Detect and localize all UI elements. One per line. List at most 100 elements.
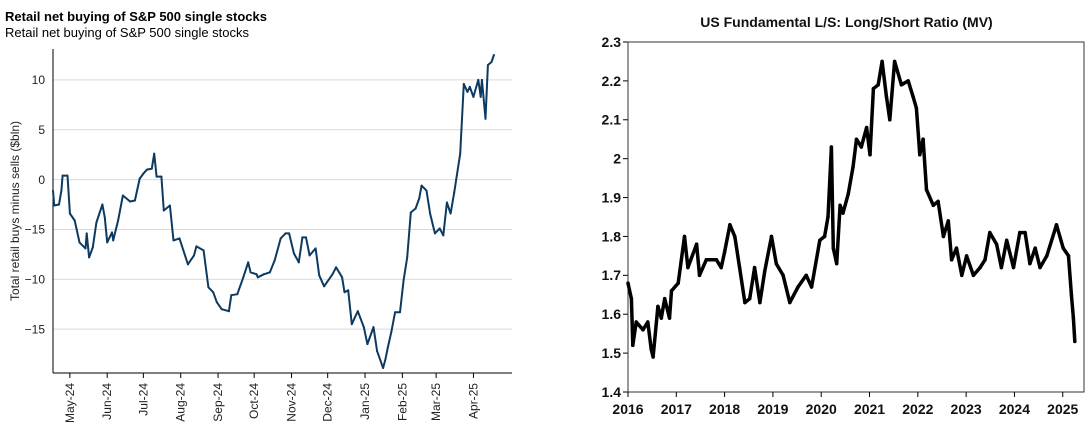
data-point [356, 310, 359, 313]
data-point [486, 63, 489, 66]
data-point [864, 125, 869, 130]
data-point [268, 271, 271, 274]
data-point [297, 261, 300, 264]
x-tick-label: 2020 [806, 401, 837, 417]
y-tick-label: 1.7 [602, 267, 622, 283]
data-point [697, 273, 702, 278]
data-point [971, 273, 976, 278]
data-point [52, 189, 54, 192]
x-tick-label: 2022 [902, 401, 933, 417]
x-tick-label: Jun-24 [100, 383, 114, 420]
x-tick-label: Apr-25 [466, 383, 480, 419]
data-point [1033, 246, 1037, 250]
data-point [284, 232, 287, 235]
data-point [95, 221, 98, 224]
data-point [207, 286, 210, 289]
data-point [212, 291, 215, 294]
data-point [314, 247, 317, 250]
data-point [631, 343, 635, 348]
data-point [694, 242, 699, 246]
data-point [301, 236, 304, 239]
x-tick-label: Jan-25 [358, 383, 372, 420]
data-point [386, 346, 389, 349]
data-point [1061, 246, 1065, 250]
data-point [382, 367, 385, 370]
data-point [1066, 254, 1071, 258]
data-point [769, 234, 774, 239]
data-point [492, 53, 495, 56]
data-point [480, 78, 483, 81]
data-point [68, 212, 71, 215]
data-point [1071, 316, 1076, 320]
data-point [462, 82, 465, 85]
data-point [859, 145, 864, 149]
data-point [60, 189, 63, 192]
data-point [341, 276, 344, 279]
data-point [838, 203, 842, 208]
data-point [466, 90, 469, 93]
data-point [88, 256, 91, 259]
data-point [484, 117, 487, 120]
y-tick-label: −15 [25, 223, 46, 237]
data-point [941, 234, 946, 239]
x-tick-label: Jul-24 [136, 383, 150, 416]
data-point [384, 358, 387, 361]
data-point [394, 311, 397, 314]
data-point [988, 230, 992, 235]
data-point [195, 245, 198, 248]
data-point [949, 258, 954, 262]
data-point [331, 273, 334, 276]
data-point [662, 296, 667, 301]
data-point [714, 258, 719, 262]
data-point [851, 164, 855, 169]
data-point [728, 223, 732, 227]
data-point [924, 188, 929, 192]
data-point [255, 273, 258, 276]
data-point [73, 219, 76, 222]
y-tick-label: 2.3 [602, 34, 622, 50]
data-point [669, 289, 674, 293]
data-point [626, 281, 630, 285]
data-point [178, 237, 181, 240]
data-point [106, 241, 109, 244]
data-point [1069, 293, 1074, 297]
data-point [931, 203, 936, 208]
data-point [762, 269, 767, 274]
data-point [752, 265, 757, 270]
data-point [946, 219, 951, 223]
data-point [433, 232, 436, 235]
data-point [884, 94, 889, 99]
data-point [1045, 254, 1049, 258]
data-point [406, 256, 409, 259]
y-tick-label: 0 [38, 173, 45, 187]
data-point [192, 254, 195, 257]
data-point [101, 203, 104, 206]
data-point [347, 289, 350, 292]
data-point [138, 177, 141, 180]
data-point [781, 273, 785, 278]
data-point [142, 172, 145, 175]
data-point [788, 300, 792, 305]
data-point [155, 175, 158, 178]
left-chart-subtitle: Retail net buying of S&P 500 single stoc… [5, 25, 250, 40]
data-point [804, 273, 808, 278]
data-point [983, 258, 987, 262]
series-line [52, 54, 495, 369]
data-point [376, 350, 379, 353]
y-tick-label: 1.9 [602, 189, 622, 205]
data-point [649, 347, 653, 351]
data-point [876, 83, 880, 87]
y-tick-label: −15 [25, 322, 46, 336]
data-point [1028, 261, 1032, 266]
data-point [429, 212, 432, 215]
data-point [202, 249, 205, 252]
x-tick-label: Aug-24 [174, 383, 188, 422]
y-tick-label: 10 [32, 73, 46, 87]
data-point [425, 189, 428, 192]
data-point [186, 263, 189, 266]
plot-frame [627, 41, 1085, 393]
data-point [479, 95, 482, 98]
data-point [227, 310, 230, 313]
data-point [438, 227, 441, 230]
data-point [129, 200, 132, 203]
